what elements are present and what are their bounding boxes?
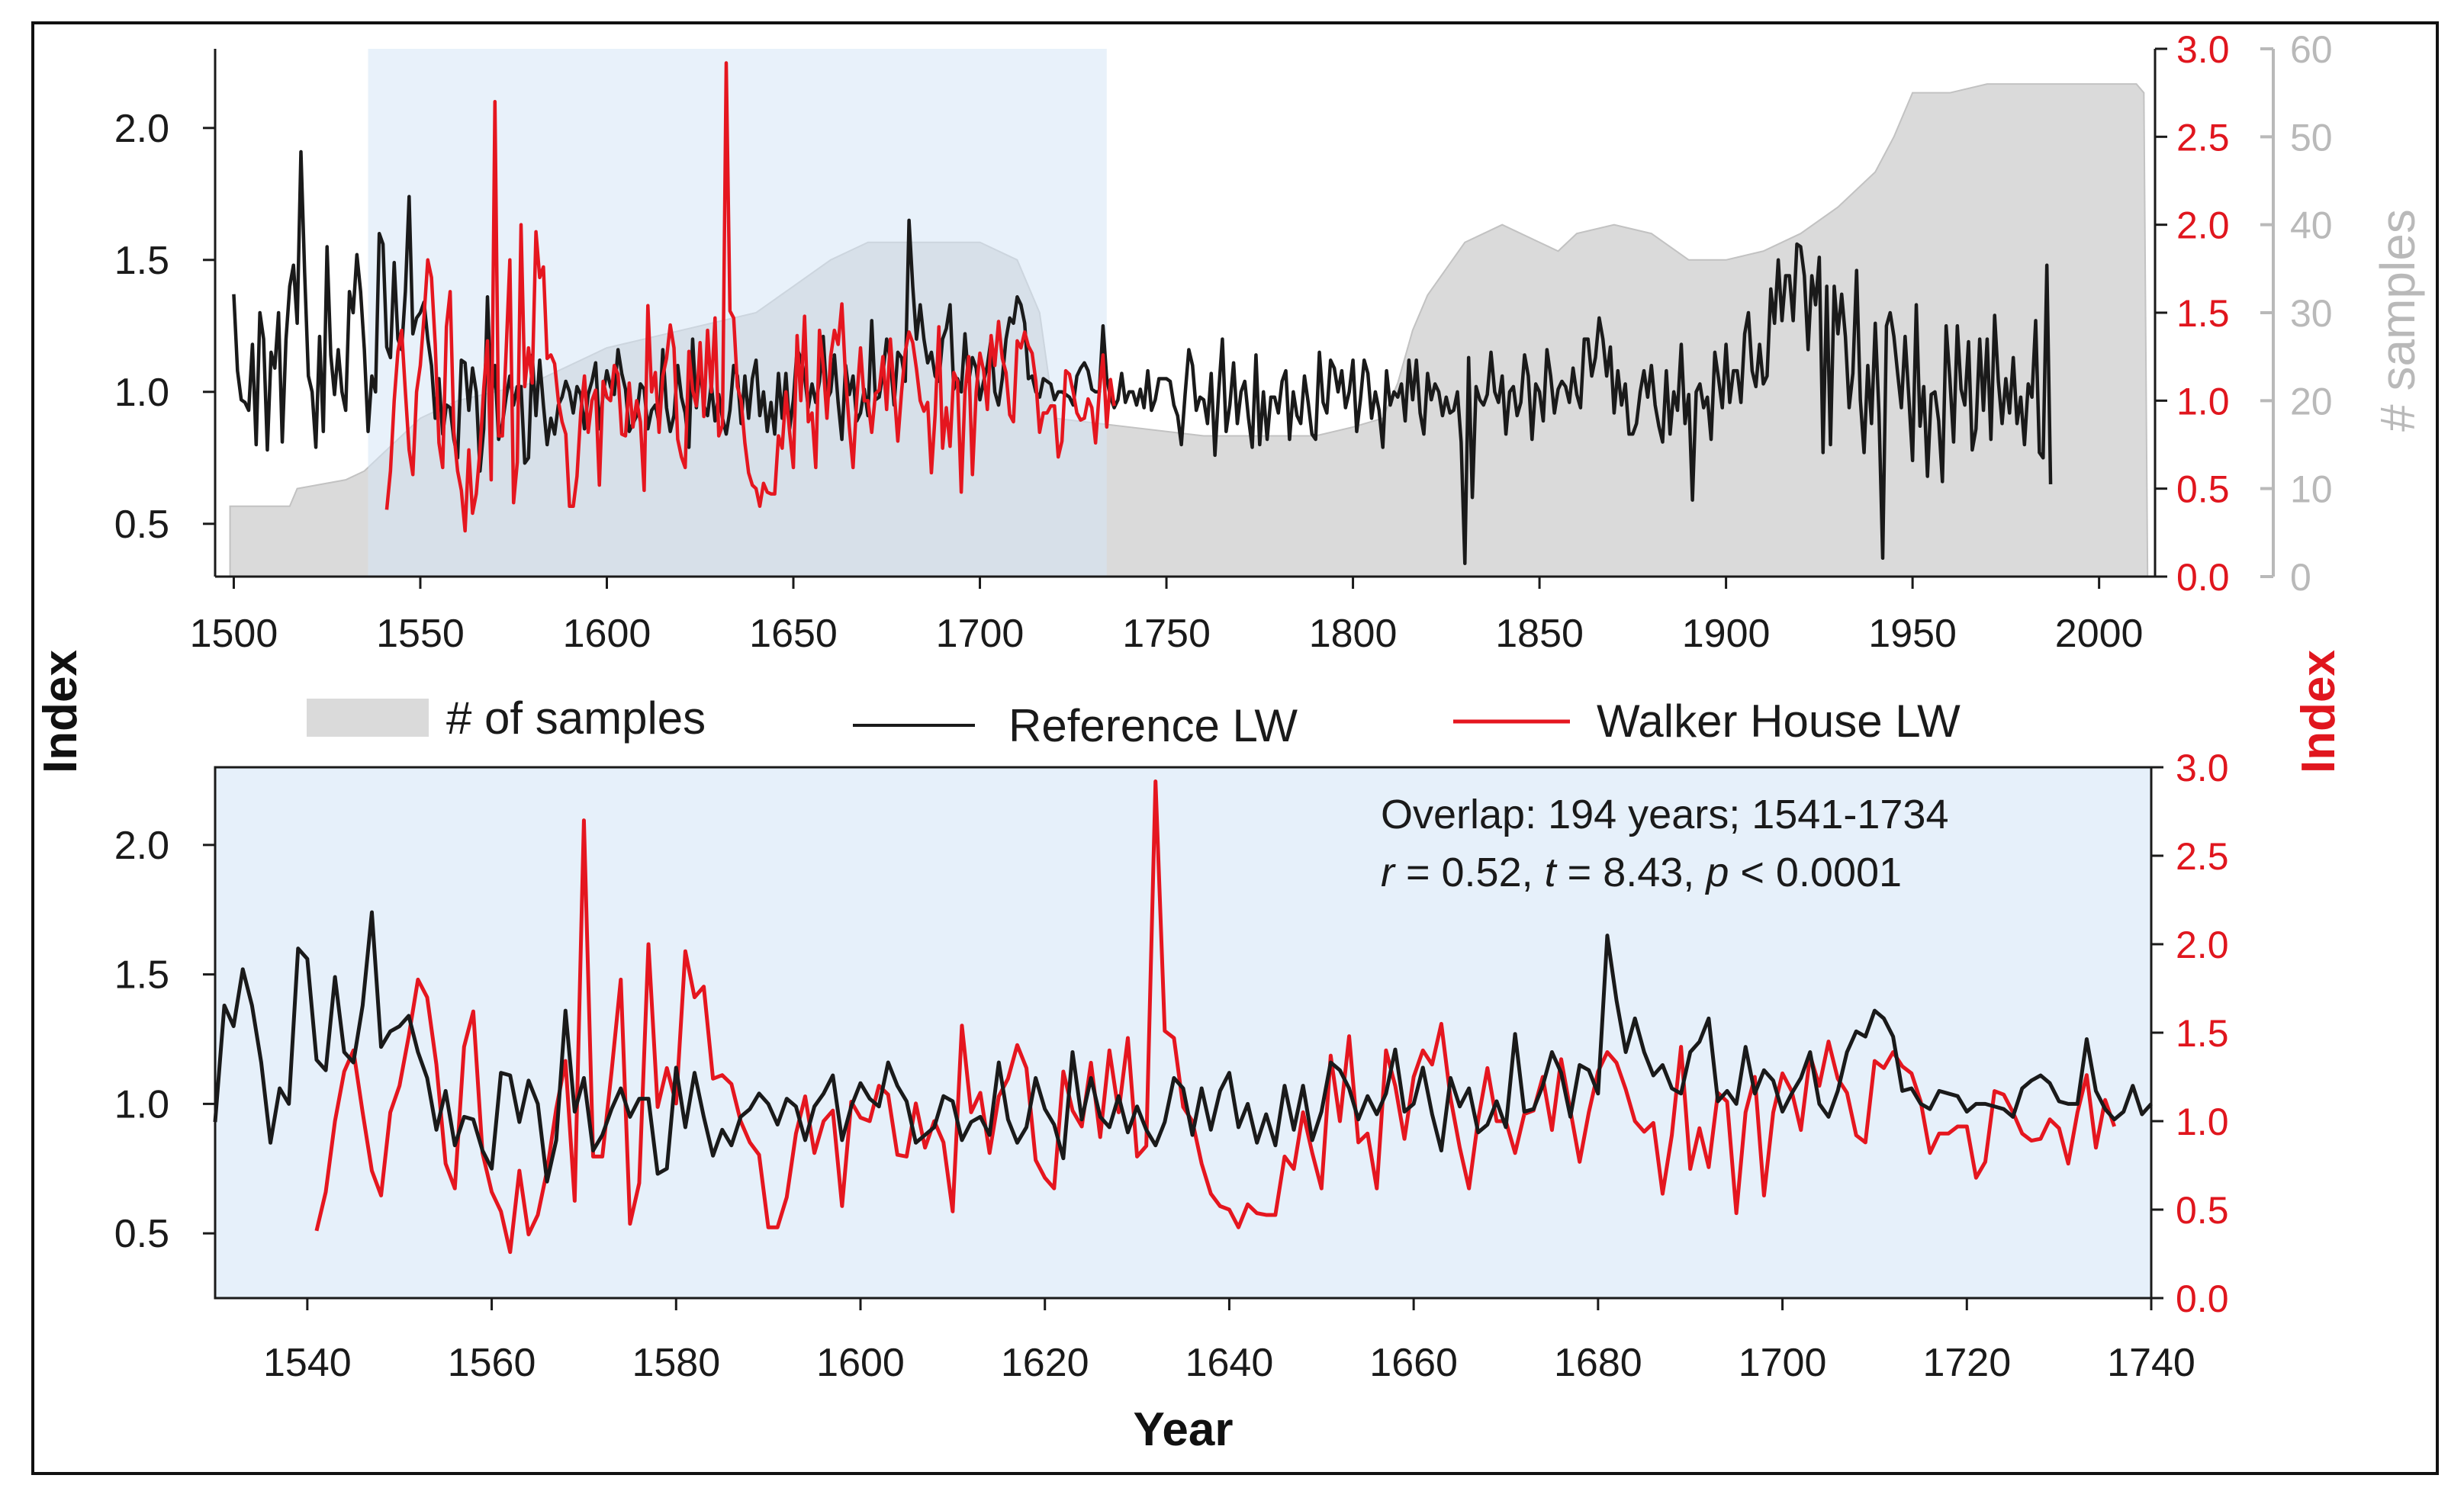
bottom-right-tick-label: 2.0 [2176, 924, 2229, 966]
figure-frame [31, 21, 2439, 1475]
top-axis-ticks: 1500 1550 1600 1650 1700 1750 1800 1850 1900 1950… [114, 28, 2333, 656]
bottom-x-tick-label: 1540 [263, 1341, 352, 1385]
top-x-tick-label: 2000 [2055, 612, 2144, 656]
top-x-tick-label: 1750 [1122, 612, 1211, 656]
top-x-tick-label: 1550 [376, 612, 465, 656]
bottom-x-tick-label: 1620 [1001, 1341, 1089, 1385]
bottom-right-tick-label: 2.5 [2176, 835, 2229, 878]
bottom-left-tick-label: 0.5 [114, 1212, 169, 1256]
samples-tick-label: 20 [2290, 380, 2333, 423]
samples-tick-label: 60 [2290, 28, 2333, 71]
bottom-x-tick-label: 1560 [448, 1341, 536, 1385]
top-right-tick-label: 2.0 [2176, 204, 2230, 247]
bottom-right-tick-label: 0.0 [2176, 1277, 2229, 1320]
legend-reference-label: Reference LW [1008, 700, 1298, 751]
top-x-tick-label: 1500 [190, 612, 278, 656]
top-x-tick-label: 1950 [1868, 612, 1957, 656]
bottom-x-tick-label: 1660 [1369, 1341, 1458, 1385]
top-right-tick-label: 3.0 [2176, 28, 2230, 71]
top-right-tick-label: 2.5 [2176, 116, 2230, 159]
top-x-tick-label: 1700 [936, 612, 1025, 656]
samples-axis-label: # samples [2370, 209, 2425, 432]
top-right-tick-label: 1.5 [2176, 292, 2230, 335]
legend: # of samples Reference LW Walker House L… [307, 693, 1961, 751]
legend-samples-label: # of samples [446, 693, 706, 744]
overlap-annotation: Overlap: 194 years; 1541-1734 [1381, 792, 1948, 837]
bottom-right-tick-label: 3.0 [2176, 747, 2229, 789]
p-value: < 0.0001 [1729, 850, 1902, 895]
bottom-right-tick-label: 0.5 [2176, 1189, 2229, 1232]
t-value: = 8.43, [1556, 850, 1706, 895]
samples-tick-label: 30 [2290, 292, 2333, 335]
reference-line [232, 149, 2053, 565]
r-symbol: r [1381, 850, 1396, 895]
overlap-shaded-region [368, 49, 1107, 577]
top-right-tick-label: 0.0 [2176, 556, 2230, 599]
top-x-tick-label: 1650 [749, 612, 838, 656]
legend-samples-swatch [307, 699, 429, 737]
bottom-x-tick-label: 1700 [1739, 1341, 1827, 1385]
bottom-axis-ticks: 1540 1560 1580 1600 1620 1640 1660 1680 1700 1720… [114, 747, 2229, 1385]
bottom-x-tick-label: 1720 [1922, 1341, 2011, 1385]
top-x-tick-label: 1800 [1309, 612, 1398, 656]
r-value: = 0.52, [1394, 850, 1545, 895]
samples-tick-label: 0 [2290, 556, 2311, 599]
bottom-left-tick-label: 2.0 [114, 824, 169, 868]
samples-tick-label: 10 [2290, 468, 2333, 511]
left-axis-label: Index [34, 650, 87, 773]
top-x-tick-label: 1600 [563, 612, 651, 656]
bottom-right-tick-label: 1.5 [2176, 1012, 2229, 1055]
bottom-x-tick-label: 1680 [1554, 1341, 1642, 1385]
top-left-tick-label: 2.0 [114, 107, 169, 151]
top-panel: 1500 1550 1600 1650 1700 1750 1800 1850 1900 1950… [114, 28, 2425, 656]
samples-tick-label: 50 [2290, 116, 2333, 159]
walker-line [384, 61, 1116, 533]
bottom-x-tick-label: 1580 [632, 1341, 720, 1385]
top-right-tick-label: 1.0 [2176, 380, 2230, 423]
right-axis-label: Index [2292, 650, 2345, 773]
x-axis-label: Year [1133, 1403, 1233, 1456]
legend-walker-label: Walker House LW [1597, 696, 1961, 747]
bottom-left-tick-label: 1.5 [114, 953, 169, 998]
statistics-annotation: r = 0.52, t = 8.43, p < 0.0001 [1381, 850, 1902, 895]
top-right-tick-label: 0.5 [2176, 468, 2230, 511]
t-symbol: t [1545, 850, 1558, 895]
bottom-right-tick-label: 1.0 [2176, 1101, 2229, 1143]
top-x-tick-label: 1850 [1495, 612, 1584, 656]
samples-tick-label: 40 [2290, 204, 2333, 247]
top-left-tick-label: 1.0 [114, 371, 169, 415]
p-symbol: p [1704, 850, 1729, 895]
top-left-tick-label: 0.5 [114, 503, 169, 547]
bottom-x-tick-label: 1600 [816, 1341, 905, 1385]
bottom-panel: 1540 1560 1580 1600 1620 1640 1660 1680 1700 1720… [114, 747, 2229, 1456]
bottom-x-tick-label: 1740 [2107, 1341, 2195, 1385]
bottom-left-tick-label: 1.0 [114, 1082, 169, 1126]
top-x-tick-label: 1900 [1682, 612, 1771, 656]
bottom-x-tick-label: 1640 [1185, 1341, 1274, 1385]
top-left-tick-label: 1.5 [114, 239, 169, 283]
reference-line-zoom [213, 910, 2153, 1184]
